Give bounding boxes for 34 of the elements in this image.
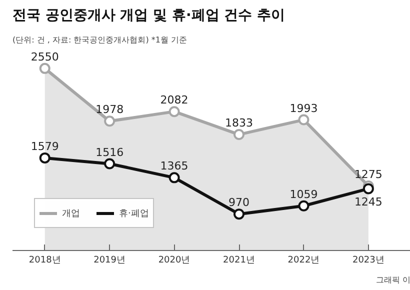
data-label: 1059 [290,188,318,201]
point [39,152,50,164]
x-tick-label: 2022년 [288,256,320,266]
legend-label: 휴·폐업 [119,208,149,220]
x-tick-label: 2023년 [352,256,384,266]
point [234,129,245,140]
data-label: 2550 [30,50,59,64]
point [362,183,374,194]
legend-label: 개업 [62,208,81,220]
data-label: 2082 [160,94,188,107]
point [104,158,116,170]
x-tick-label: 2019년 [94,256,126,266]
point [234,208,245,220]
point [104,116,116,127]
x-tick-label: 2021년 [223,256,255,266]
data-label: 1275 [354,168,382,181]
x-tick-label: 2020년 [158,256,190,266]
point [168,172,180,184]
x-tick-label: 2018년 [28,256,61,266]
data-label: 1833 [225,116,254,130]
data-label: 1516 [96,146,124,159]
annotation: 그래픽 이 [376,276,410,284]
data-label: 1365 [160,160,188,173]
data-label: 1579 [30,140,59,153]
data-label: 1978 [96,103,124,116]
data-label: 1245 [354,196,382,209]
point [298,200,310,212]
chart-subtitle: (단위: 건 , 자료: 한국공인중개사협회) *1월 기준 [12,36,188,44]
point [168,106,180,118]
data-label: 970 [228,196,250,210]
point [39,62,50,74]
chart-title: 전국 공인중개사 개업 및 휴·폐업 건수 추이 [12,8,286,24]
point [298,114,310,126]
data-label: 1993 [290,102,318,115]
